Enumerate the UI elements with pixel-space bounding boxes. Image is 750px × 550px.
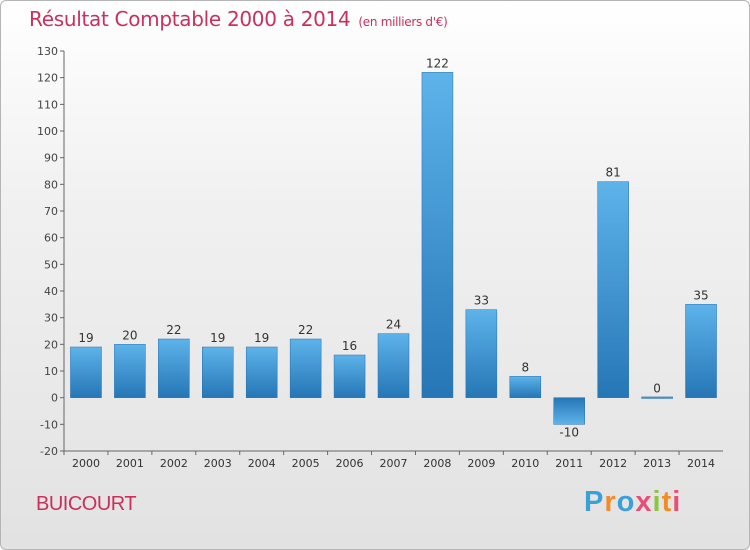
bar-2009[interactable] — [465, 309, 498, 398]
y-tick-label: 30 — [44, 312, 58, 325]
y-tick-label: -10 — [40, 418, 58, 431]
bar-2011[interactable] — [553, 397, 585, 425]
y-tick-label: 60 — [44, 232, 58, 245]
x-tick-label: 2004 — [248, 457, 276, 470]
y-tick-label: 50 — [44, 258, 58, 271]
axes: -20-100102030405060708090100110120130200… — [37, 45, 723, 470]
proxiti-logo[interactable]: Proxiti — [584, 486, 682, 518]
data-label-2007: 24 — [386, 318, 401, 332]
data-label-2000: 19 — [78, 331, 93, 345]
data-label-2014: 35 — [693, 288, 708, 302]
x-tick-label: 2013 — [643, 457, 671, 470]
x-tick-label: 2003 — [204, 457, 232, 470]
y-tick-label: 90 — [44, 152, 58, 165]
x-tick-label: 2011 — [555, 457, 583, 470]
bar-2000[interactable] — [70, 346, 102, 398]
x-tick-label: 2009 — [467, 457, 495, 470]
bars-group — [70, 72, 717, 425]
y-tick-label: 120 — [37, 72, 58, 85]
bar-2008[interactable] — [421, 72, 454, 398]
bar-2006[interactable] — [333, 354, 366, 398]
x-tick-label: 2002 — [160, 457, 188, 470]
data-label-2011: -10 — [559, 425, 579, 439]
bar-2013[interactable] — [641, 396, 673, 399]
y-tick-label: 70 — [44, 205, 58, 218]
x-tick-label: 2014 — [687, 457, 715, 470]
y-tick-label: 80 — [44, 178, 58, 191]
y-tick-label: 130 — [37, 45, 58, 58]
bar-2012[interactable] — [597, 181, 629, 398]
commune-name: BUICOURT — [36, 493, 137, 515]
chart-subtitle: (en milliers d'€) — [358, 15, 448, 29]
data-label-2013: 0 — [653, 382, 661, 396]
bar-2014[interactable] — [685, 304, 717, 398]
x-tick-label: 2000 — [72, 457, 100, 470]
data-label-2005: 22 — [298, 323, 313, 337]
bar-2004[interactable] — [245, 346, 278, 398]
bar-2001[interactable] — [114, 344, 146, 398]
chart-title: Résultat Comptable 2000 à 2014 (en millie… — [29, 7, 448, 31]
x-tick-label: 2005 — [292, 457, 320, 470]
x-tick-label: 2012 — [599, 457, 627, 470]
y-tick-label: 100 — [37, 125, 58, 138]
x-tick-label: 2007 — [380, 457, 408, 470]
data-label-2008: 122 — [426, 56, 449, 70]
data-label-2006: 16 — [342, 339, 357, 353]
x-tick-label: 2001 — [116, 457, 144, 470]
data-label-2001: 20 — [122, 328, 137, 342]
chart-title-text: Résultat Comptable 2000 à 2014 — [29, 7, 351, 31]
y-tick-label: 20 — [44, 338, 58, 351]
data-label-2010: 8 — [521, 360, 529, 374]
x-tick-label: 2006 — [336, 457, 364, 470]
bar-2005[interactable] — [289, 338, 322, 398]
data-labels-group: 19 20 22 19 19 22 16 24 122 33 8 -10 81 0 35 — [78, 56, 708, 439]
data-label-2002: 22 — [166, 323, 181, 337]
y-tick-label: 40 — [44, 285, 58, 298]
x-tick-label: 2010 — [511, 457, 539, 470]
data-label-2012: 81 — [606, 166, 621, 180]
y-tick-label: 110 — [37, 98, 58, 111]
bar-2010[interactable] — [509, 376, 542, 398]
y-tick-label: 10 — [44, 365, 58, 378]
bar-2002[interactable] — [158, 338, 190, 398]
bar-2003[interactable] — [202, 346, 234, 398]
bar-2007[interactable] — [377, 333, 410, 398]
y-tick-label: 0 — [51, 392, 58, 405]
data-label-2009: 33 — [474, 294, 489, 308]
data-label-2004: 19 — [254, 331, 269, 345]
x-tick-label: 2008 — [423, 457, 451, 470]
y-tick-label: -20 — [40, 445, 58, 458]
data-label-2003: 19 — [210, 331, 225, 345]
